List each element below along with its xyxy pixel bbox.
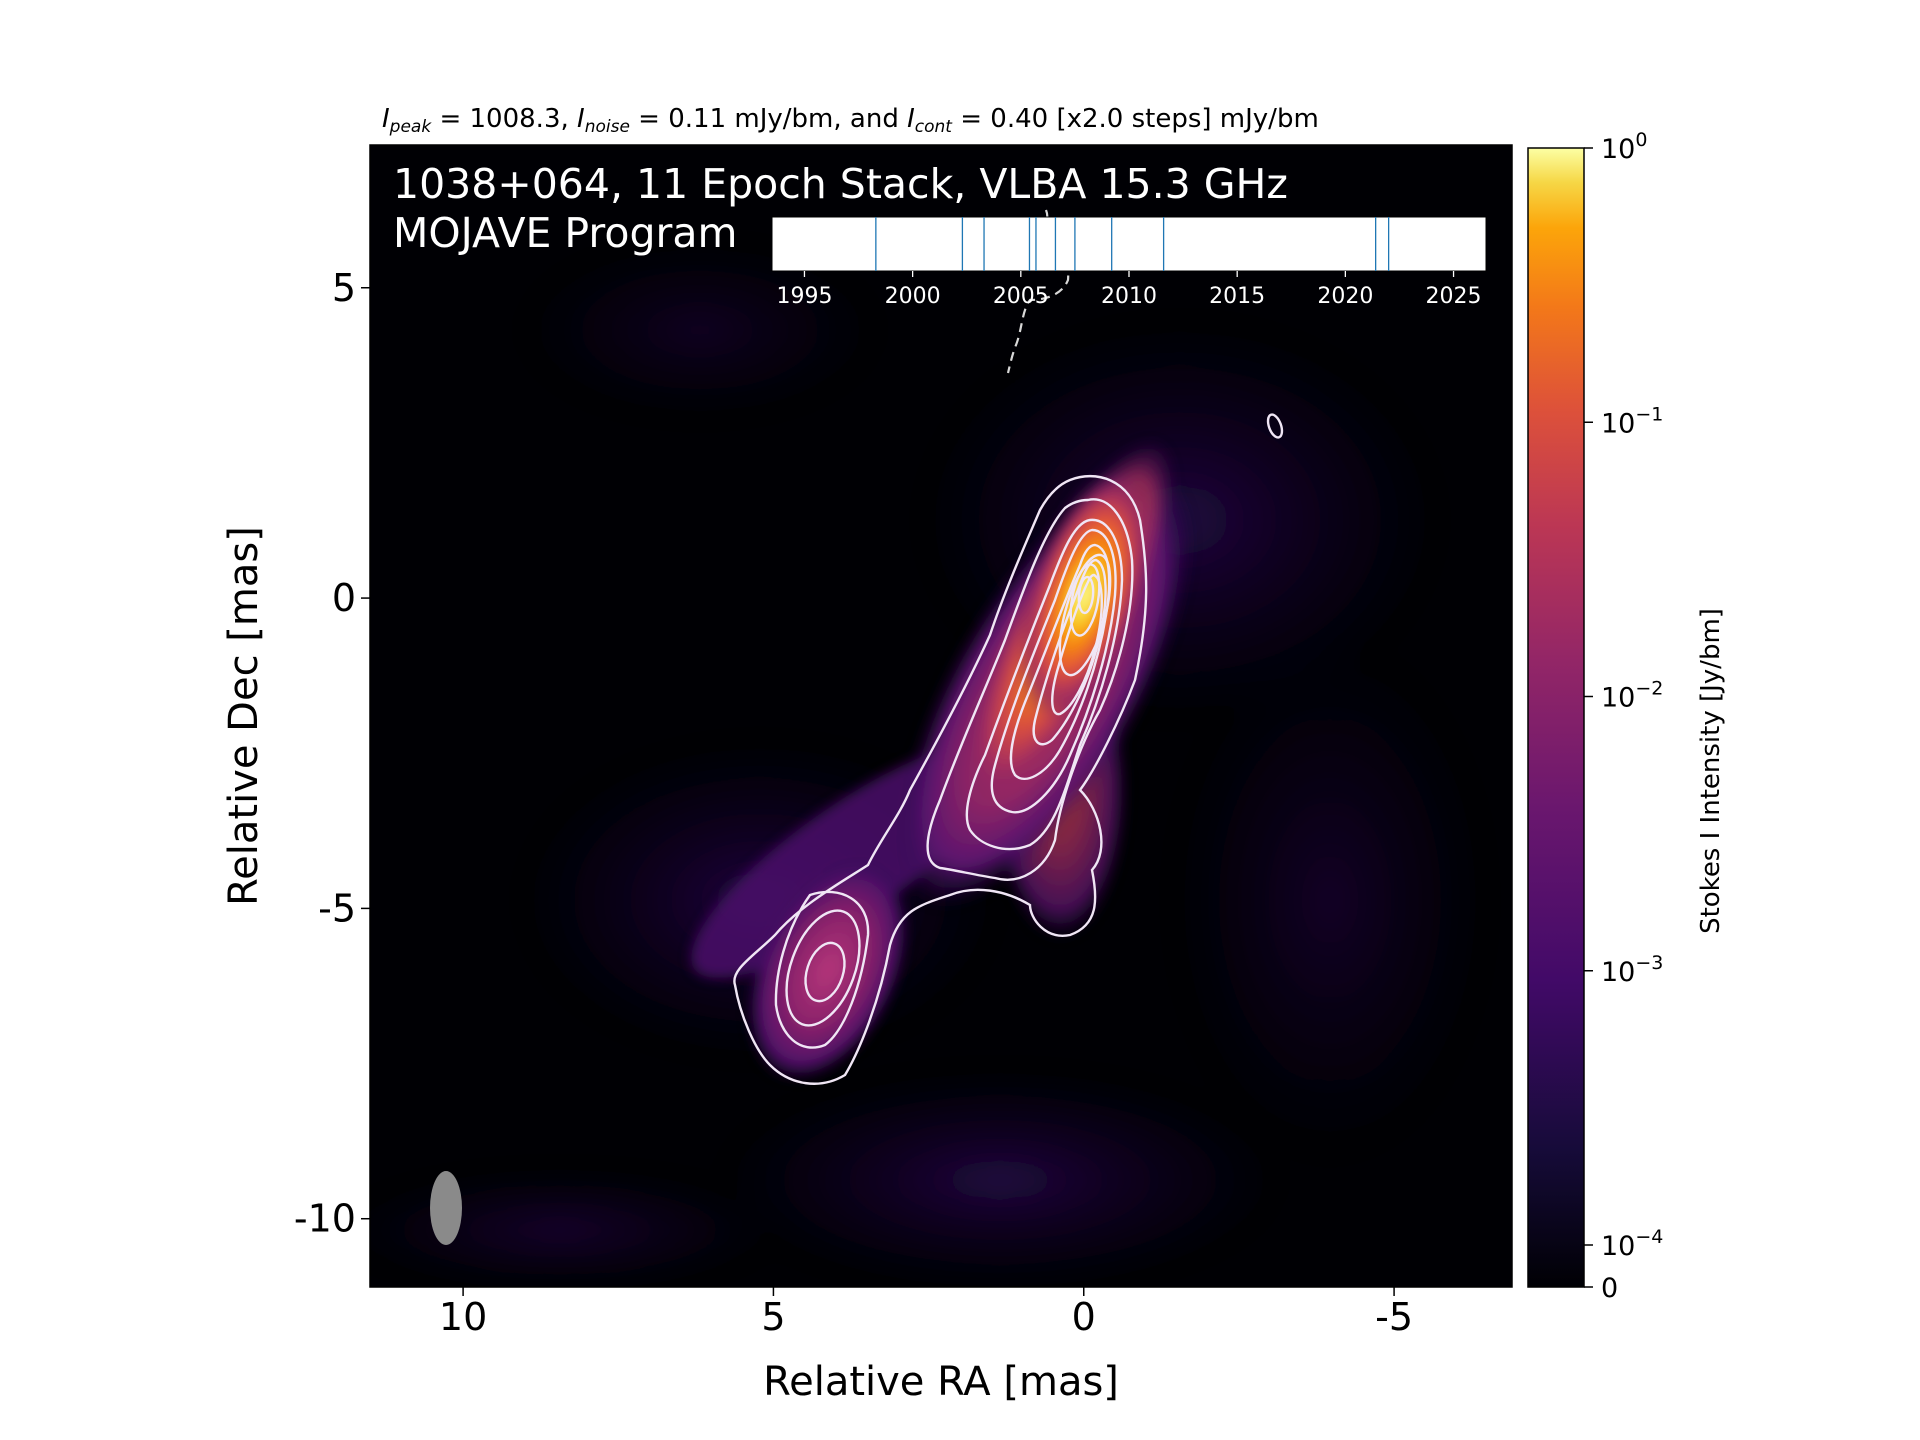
y-tick-label: 0 [332, 576, 356, 620]
contour-7 [1051, 573, 1103, 716]
y-axis-ticks: 5 0 -5 -10 [294, 266, 370, 1241]
colorbar-tick-label: 10−1 [1601, 403, 1663, 439]
contour-3 [965, 518, 1124, 851]
colorbar: 0 10−4 10−3 10−2 10−1 100 Stokes I Intensity … [1527, 129, 1726, 1304]
y-tick-label: -10 [294, 1197, 356, 1241]
colorbar-gradient [1527, 147, 1585, 1288]
contour-island [1266, 413, 1284, 439]
colorbar-tick-label: 0 [1601, 1273, 1618, 1304]
x-tick-label: -5 [1375, 1295, 1413, 1339]
noise-value: 0.11 [668, 104, 726, 134]
contour-knot-2 [774, 890, 870, 1049]
peak-value: 1008.3 [470, 104, 561, 134]
panel-subtitle: MOJAVE Program [393, 209, 737, 257]
y-tick-label: -5 [318, 886, 356, 930]
epoch-timeline: 1995 2000 2005 2010 2015 2020 2025 [771, 216, 1487, 309]
contour-4 [990, 528, 1117, 814]
image-frame [369, 144, 1513, 1288]
timeline-tick-label: 2000 [885, 284, 941, 309]
x-tick-label: 5 [761, 1295, 785, 1339]
y-tick-label: 5 [332, 266, 356, 310]
colorbar-tick-label: 100 [1601, 129, 1647, 165]
timeline-tick-label: 2020 [1317, 284, 1373, 309]
header-annotation: Ipeak = 1008.3, Inoise = 0.11 mJy/bm, an… [382, 104, 1319, 137]
contour-8 [1058, 553, 1112, 677]
timeline-ticks: 1995 2000 2005 2010 2015 2020 2025 [776, 271, 1482, 309]
colorbar-tick-label: 10−2 [1601, 678, 1663, 714]
timeline-box [771, 216, 1487, 272]
timeline-tick-label: 1995 [776, 284, 832, 309]
contour-outer [733, 474, 1148, 1085]
contour-9 [1069, 563, 1101, 637]
timeline-tick-label: 2010 [1101, 284, 1157, 309]
panel-title: 1038+064, 11 Epoch Stack, VLBA 15.3 GHz [393, 160, 1288, 208]
x-tick-label: 10 [439, 1295, 487, 1339]
contour-2 [926, 498, 1134, 881]
timeline-tick-label: 2015 [1209, 284, 1265, 309]
x-tick-label: 0 [1072, 1295, 1096, 1339]
contour-knot-4 [804, 941, 846, 1003]
timeline-epochs [875, 217, 1390, 271]
colorbar-ticks: 0 10−4 10−3 10−2 10−1 100 [1584, 129, 1663, 1304]
y-axis-label: Relative Dec [mas] [221, 526, 267, 906]
x-axis-label: Relative RA [mas] [763, 1359, 1119, 1405]
beam-ellipse [430, 1171, 462, 1245]
timeline-tick-label: 2025 [1426, 284, 1482, 309]
image-panel [370, 145, 1512, 1287]
colorbar-label: Stokes I Intensity [Jy/bm] [1696, 608, 1726, 934]
contour-knot-3 [785, 909, 861, 1027]
x-axis-ticks: 10 5 0 -5 [439, 1287, 1413, 1339]
contour-10 [1077, 575, 1095, 615]
colorbar-tick-label: 10−3 [1601, 952, 1663, 988]
timeline-tick-label: 2005 [993, 284, 1049, 309]
cont-value: 0.40 [990, 104, 1048, 134]
contours [733, 413, 1284, 1085]
colorbar-tick-label: 10−4 [1601, 1226, 1663, 1262]
